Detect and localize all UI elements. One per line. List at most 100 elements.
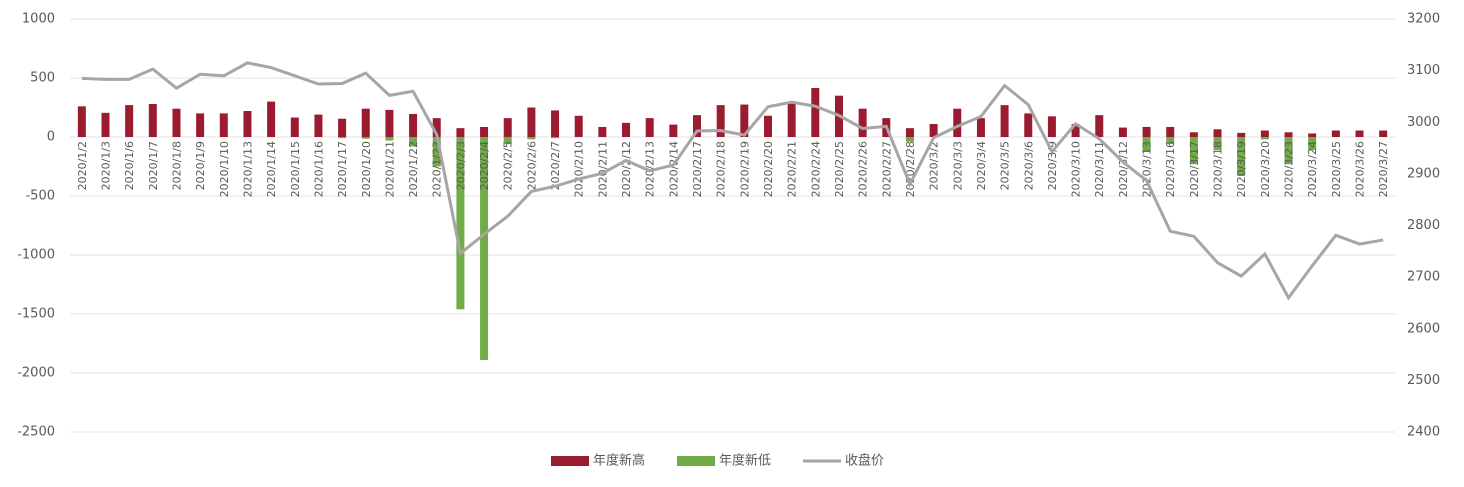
bar bbox=[125, 105, 134, 137]
y-tick-label: -500 bbox=[25, 189, 55, 204]
y2-tick-label: 2900 bbox=[1407, 166, 1440, 181]
bar bbox=[1331, 130, 1340, 137]
x-tick-label: 2020/3/3 bbox=[951, 141, 964, 190]
bar bbox=[361, 137, 370, 139]
bar bbox=[385, 137, 394, 141]
bar bbox=[172, 108, 181, 137]
bar bbox=[1213, 129, 1222, 137]
bar bbox=[763, 115, 772, 137]
x-tick-label: 2020/3/20 bbox=[1259, 141, 1272, 197]
bar bbox=[1379, 130, 1388, 137]
bar bbox=[858, 108, 867, 137]
legend-label: 年度新低 bbox=[719, 453, 771, 469]
x-tick-label: 2020/3/18 bbox=[1212, 141, 1225, 197]
bar bbox=[1118, 127, 1127, 137]
bar bbox=[290, 117, 299, 137]
bar bbox=[1355, 130, 1364, 137]
bar bbox=[1071, 124, 1080, 137]
bar bbox=[77, 106, 86, 137]
y2-tick-label: 2400 bbox=[1407, 425, 1440, 440]
x-tick-label: 2020/1/15 bbox=[289, 141, 302, 197]
bar bbox=[1213, 137, 1222, 150]
bar bbox=[1237, 132, 1246, 137]
y2-tick-label: 3200 bbox=[1407, 12, 1440, 27]
bar bbox=[267, 101, 276, 137]
x-tick-label: 2020/2/21 bbox=[786, 141, 799, 197]
bar bbox=[787, 102, 796, 137]
bar bbox=[669, 124, 678, 137]
x-tick-label: 2020/1/13 bbox=[241, 141, 254, 197]
bar bbox=[929, 124, 938, 137]
bar bbox=[1308, 133, 1317, 137]
x-tick-label: 2020/2/17 bbox=[691, 141, 704, 197]
x-tick-label: 2020/1/14 bbox=[265, 141, 278, 197]
x-tick-label: 2020/3/17 bbox=[1188, 141, 1201, 197]
y-tick-label: -1500 bbox=[17, 307, 55, 322]
x-tick-label: 2020/3/10 bbox=[1070, 141, 1083, 197]
bar bbox=[1189, 137, 1198, 165]
bar bbox=[811, 88, 820, 137]
x-tick-label: 2020/1/10 bbox=[218, 141, 231, 197]
x-tick-label: 2020/2/3 bbox=[454, 141, 467, 190]
bar bbox=[1237, 137, 1246, 176]
x-tick-label: 2020/2/4 bbox=[478, 141, 491, 190]
x-tick-label: 2020/3/24 bbox=[1306, 141, 1319, 197]
bar bbox=[1000, 105, 1009, 137]
bar bbox=[1024, 113, 1033, 137]
bar bbox=[1142, 137, 1151, 152]
bar bbox=[409, 137, 418, 147]
x-tick-label: 2020/3/2 bbox=[928, 141, 941, 190]
bar bbox=[503, 118, 512, 137]
x-tick-label: 2020/3/23 bbox=[1283, 141, 1296, 197]
y-tick-label: 0 bbox=[47, 130, 55, 145]
bar bbox=[338, 118, 347, 137]
bar bbox=[1284, 137, 1293, 165]
bar bbox=[503, 137, 512, 145]
x-tick-label: 2020/2/20 bbox=[762, 141, 775, 197]
x-tick-label: 2020/3/9 bbox=[1046, 141, 1059, 190]
bar bbox=[622, 122, 631, 137]
bar bbox=[1260, 130, 1269, 137]
bar bbox=[1260, 137, 1269, 140]
bar bbox=[219, 113, 228, 137]
legend-label: 年度新高 bbox=[593, 453, 645, 469]
y2-tick-label: 3100 bbox=[1407, 63, 1440, 78]
legend-swatch bbox=[677, 456, 716, 466]
y-tick-label: -1000 bbox=[17, 248, 55, 263]
legend-label: 收盘价 bbox=[845, 453, 884, 469]
x-tick-label: 2020/1/16 bbox=[312, 141, 325, 197]
x-tick-label: 2020/3/19 bbox=[1235, 141, 1248, 197]
x-tick-label: 2020/3/13 bbox=[1141, 141, 1154, 197]
legend-swatch bbox=[551, 456, 589, 466]
x-tick-label: 2020/1/7 bbox=[147, 141, 160, 190]
bar bbox=[432, 118, 441, 137]
bar bbox=[1142, 126, 1151, 137]
x-tick-label: 2020/3/27 bbox=[1377, 141, 1390, 197]
x-tick-label: 2020/3/5 bbox=[999, 141, 1012, 190]
x-tick-label: 2020/3/6 bbox=[1022, 141, 1035, 190]
x-tick-label: 2020/1/22 bbox=[407, 141, 420, 197]
x-tick-label: 2020/2/26 bbox=[857, 141, 870, 197]
x-tick-label: 2020/1/3 bbox=[99, 141, 112, 190]
x-tick-label: 2020/2/14 bbox=[667, 141, 680, 197]
bar bbox=[527, 137, 536, 140]
bar bbox=[432, 137, 441, 167]
x-tick-label: 2020/3/16 bbox=[1164, 141, 1177, 197]
bar bbox=[645, 118, 654, 137]
x-tick-label: 2020/2/10 bbox=[573, 141, 586, 197]
y2-tick-label: 3000 bbox=[1407, 115, 1440, 130]
bar bbox=[905, 128, 914, 137]
x-tick-label: 2020/3/25 bbox=[1330, 141, 1343, 197]
x-tick-label: 2020/2/24 bbox=[809, 141, 822, 197]
bar bbox=[1189, 132, 1198, 137]
bar bbox=[456, 128, 465, 137]
bar bbox=[1047, 116, 1056, 137]
x-tick-label: 2020/1/23 bbox=[431, 141, 444, 197]
y2-tick-label: 2600 bbox=[1407, 321, 1440, 336]
x-tick-label: 2020/1/20 bbox=[360, 141, 373, 197]
x-tick-label: 2020/2/12 bbox=[620, 141, 633, 197]
bar bbox=[953, 108, 962, 137]
bar bbox=[976, 118, 985, 137]
